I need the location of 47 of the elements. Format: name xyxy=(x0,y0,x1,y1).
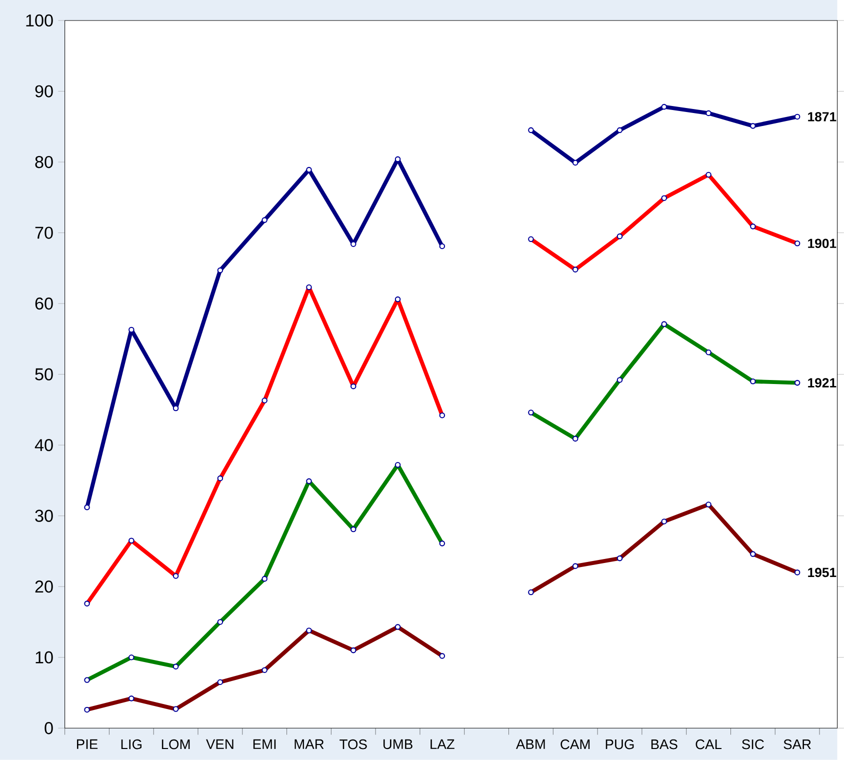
x-tick-label: TOS xyxy=(340,739,367,750)
point xyxy=(572,160,578,166)
y-tick-label: 90 xyxy=(35,85,53,98)
y-tick-label: 40 xyxy=(34,439,53,452)
x-tick-label: LIG xyxy=(121,739,142,750)
y-tick-label: 50 xyxy=(35,368,53,380)
point xyxy=(394,156,401,162)
y-tick-label: 60 xyxy=(35,298,53,310)
y-tick-label: 20 xyxy=(35,580,53,593)
y-tick-label: 80 xyxy=(35,156,53,168)
series-label: 1871 xyxy=(808,112,836,122)
x-tick-label: UMB xyxy=(383,739,412,750)
point xyxy=(794,114,800,120)
series-label: 1901 xyxy=(808,238,836,248)
y-tick-label: 100 xyxy=(26,14,53,27)
y-tick-label: 10 xyxy=(36,651,53,664)
y-tick-label: 70 xyxy=(35,226,53,239)
point xyxy=(128,326,134,333)
point xyxy=(306,166,312,173)
series-label: 1921 xyxy=(808,378,836,388)
x-tick-label: CAM xyxy=(560,739,590,750)
x-tick-label: LOM xyxy=(162,739,190,750)
x-tick-label: SAR xyxy=(784,739,811,750)
y-tick-label: 0 xyxy=(44,722,53,734)
point xyxy=(217,267,224,274)
point xyxy=(262,217,268,224)
x-tick-label: LAZ xyxy=(430,739,454,749)
point xyxy=(750,123,756,129)
series-label: 1951 xyxy=(808,568,836,578)
y-tick-label: 30 xyxy=(35,510,53,522)
point xyxy=(706,110,712,116)
point xyxy=(350,241,356,248)
x-tick-label: SIC xyxy=(742,739,764,750)
point xyxy=(661,104,668,110)
point xyxy=(528,127,534,134)
x-tick-label: CAL xyxy=(696,739,722,750)
x-tick-label: PUG xyxy=(606,739,634,750)
x-tick-label: BAS xyxy=(651,739,678,750)
point xyxy=(84,504,90,510)
point xyxy=(439,243,446,250)
x-tick-label: MAR xyxy=(294,739,324,749)
point xyxy=(616,127,623,134)
x-tick-label: PIE xyxy=(76,739,98,749)
x-tick-label: ABM xyxy=(516,739,545,749)
x-tick-label: VEN xyxy=(206,739,234,749)
x-tick-label: EMI xyxy=(253,739,276,749)
point xyxy=(172,405,179,412)
